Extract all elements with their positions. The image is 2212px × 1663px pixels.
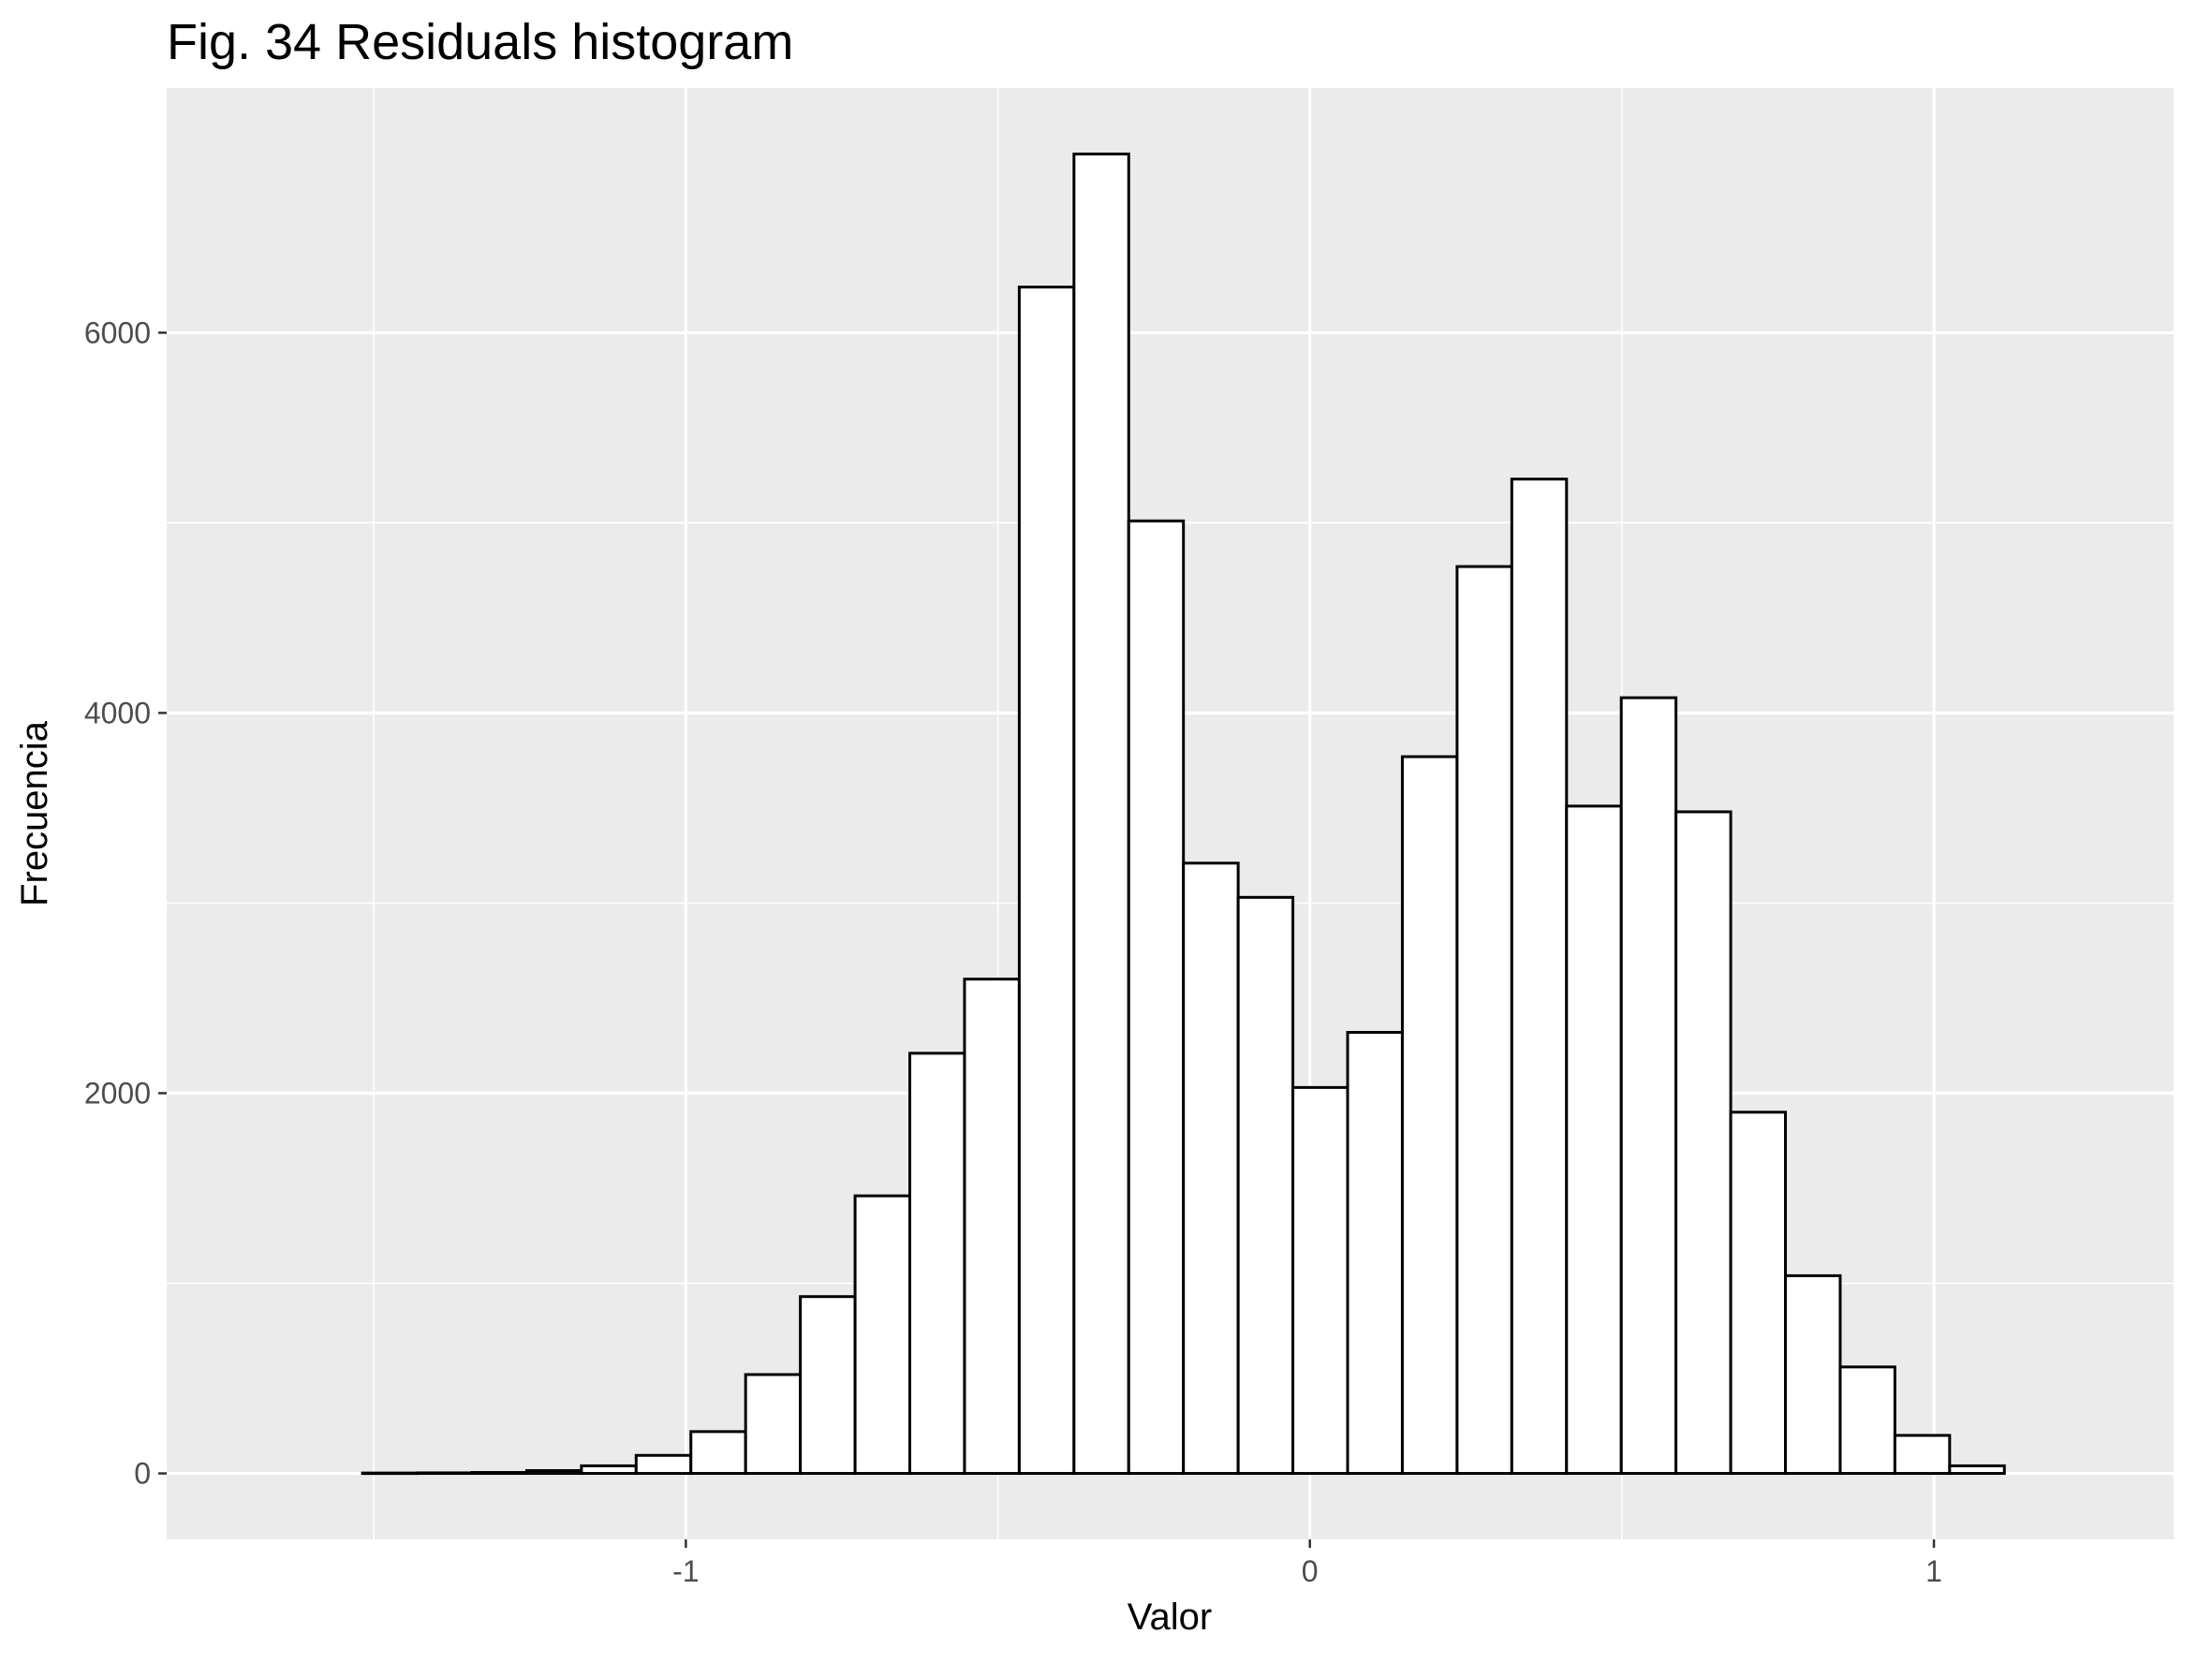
y-tick-label: 0 <box>134 1457 151 1491</box>
x-axis-title: Valor <box>1128 1597 1212 1638</box>
y-tick-label: 4000 <box>84 696 151 729</box>
histogram-bar <box>689 1430 747 1476</box>
histogram-bar <box>1674 810 1733 1476</box>
histogram-bar <box>1072 152 1130 1476</box>
histogram-bar <box>1729 1111 1788 1476</box>
histogram-bar <box>1784 1273 1842 1476</box>
histogram-bar <box>361 1471 420 1476</box>
histogram-bar <box>1619 696 1678 1476</box>
x-axis: -1 0 1 <box>672 1539 1942 1588</box>
histogram-bar <box>853 1194 911 1476</box>
y-axis: 0 2000 4000 6000 <box>84 316 167 1491</box>
histogram-bar <box>1236 895 1295 1476</box>
histogram-bar <box>1948 1464 2006 1476</box>
histogram-bar <box>1838 1365 1896 1476</box>
y-tick-label: 2000 <box>84 1076 151 1110</box>
histogram-bar <box>470 1471 528 1476</box>
histogram-bar <box>1291 1085 1349 1476</box>
histogram-bar <box>524 1468 583 1476</box>
histogram-bar <box>1893 1434 1952 1476</box>
histogram-bar <box>963 978 1021 1476</box>
histogram-bar <box>1017 286 1076 1476</box>
histogram-bar <box>1565 804 1623 1476</box>
histogram-bar <box>1346 1030 1404 1476</box>
x-tick-label: 1 <box>1925 1554 1942 1588</box>
histogram-bar <box>634 1453 693 1476</box>
histogram-bar <box>1400 755 1459 1476</box>
histogram-bar <box>1127 519 1186 1476</box>
x-tick-label: -1 <box>672 1554 699 1588</box>
histogram-bar <box>416 1471 474 1476</box>
histogram-bar <box>580 1464 638 1476</box>
histogram-bar <box>799 1295 857 1476</box>
y-tick-label: 6000 <box>84 316 151 349</box>
histogram-bar <box>1510 478 1569 1476</box>
histogram-bar <box>907 1052 966 1476</box>
histogram-bar <box>1182 861 1240 1476</box>
histogram-bar <box>1455 565 1513 1476</box>
histogram-bars <box>361 152 2006 1476</box>
chart-title: Fig. 34 Residuals histogram <box>167 14 793 70</box>
x-tick-label: 0 <box>1302 1554 1319 1588</box>
y-axis-title: Frecuencia <box>14 720 55 906</box>
histogram-bar <box>744 1373 803 1476</box>
